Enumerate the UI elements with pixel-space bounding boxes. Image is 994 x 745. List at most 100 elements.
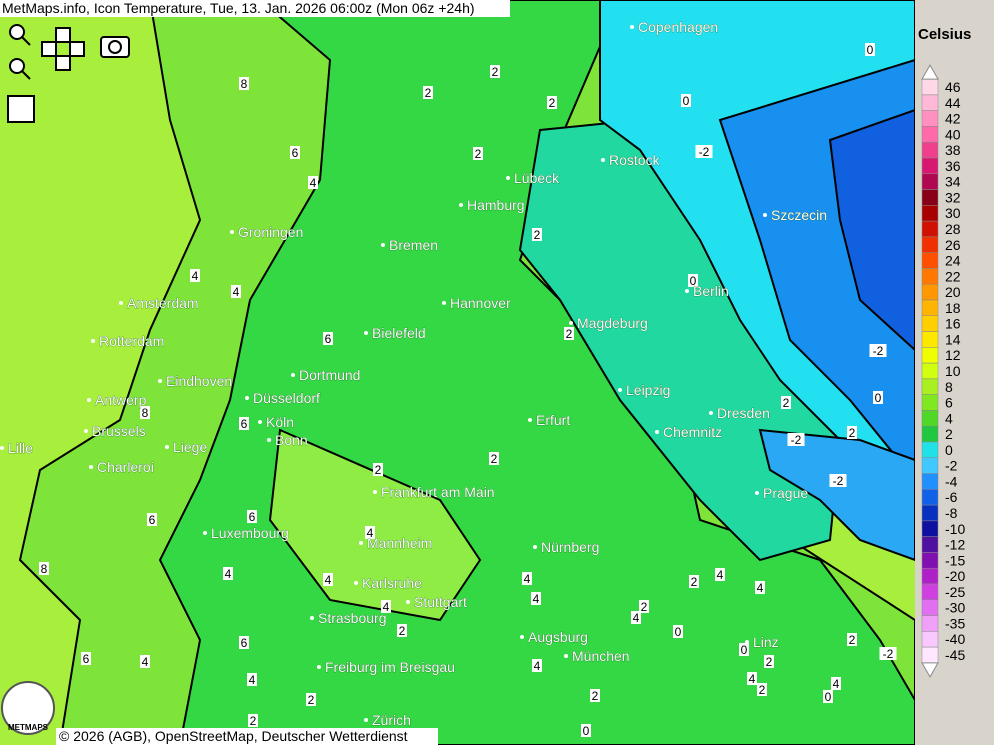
contour-label: -2: [873, 344, 884, 358]
contour-label-box: [473, 147, 483, 160]
city-dot: [520, 635, 524, 639]
city-label: Prague: [763, 485, 808, 501]
contour-label-box: [531, 592, 541, 605]
contour-label-box: [688, 274, 698, 287]
legend-swatch: [921, 157, 939, 175]
contour-label-box: [847, 633, 857, 646]
legend-label: 12: [945, 347, 961, 363]
contour-label: 0: [675, 625, 682, 639]
contour-label: 2: [849, 633, 856, 647]
legend-label: 0: [945, 442, 953, 458]
contour-label-box: [781, 396, 791, 409]
contour-label-box: [681, 94, 691, 107]
legend-swatch: [921, 126, 939, 143]
contour-label-box: [306, 693, 316, 706]
legend-label: 46: [945, 79, 961, 95]
legend-label: 42: [945, 111, 961, 127]
city-dot: [87, 398, 91, 402]
city-dot: [267, 438, 271, 442]
city-dot: [533, 545, 537, 549]
contour-label: 2: [425, 86, 432, 100]
contour-label: 0: [683, 94, 690, 108]
contour-label-box: [140, 655, 150, 668]
contour-label-box: [564, 327, 574, 340]
city-dot: [364, 718, 368, 722]
contour-label: -2: [791, 433, 802, 447]
contour-label: 8: [142, 406, 149, 420]
city-dot: [685, 289, 689, 293]
contour-label-box: [522, 572, 532, 585]
contour-label-box: [489, 452, 499, 465]
contour-label-box: [223, 567, 233, 580]
legend-swatch: [921, 331, 939, 348]
legend-label: -6: [945, 489, 958, 505]
contour-label-box: [829, 474, 847, 487]
legend-label: 28: [945, 221, 961, 237]
city-dot: [763, 213, 767, 217]
contour-label: 2: [475, 147, 482, 161]
city-dot: [569, 321, 573, 325]
contour-label: 0: [741, 643, 748, 657]
contour-label: 4: [717, 568, 724, 582]
contour-label-box: [865, 43, 875, 56]
contour-label-box: [787, 433, 805, 446]
legend-arrow-top: [921, 64, 939, 80]
legend-label: 24: [945, 253, 961, 269]
contour-label-box: [739, 643, 749, 656]
legend-label: 32: [945, 189, 961, 205]
city-label: Düsseldorf: [253, 390, 320, 406]
city-label: Freiburg im Breisgau: [325, 659, 455, 675]
legend-swatch: [921, 520, 939, 537]
legend-swatch: [921, 141, 939, 159]
city-label: Eindhoven: [166, 373, 232, 389]
contour-label: 4: [534, 659, 541, 673]
legend-label: 26: [945, 237, 961, 253]
city-label: Luxembourg: [211, 525, 289, 541]
legend-label: -35: [945, 615, 965, 631]
contour-label: 2: [592, 689, 599, 703]
city-label: Strasbourg: [318, 610, 386, 626]
contour-label-box: [490, 65, 500, 78]
contour-label-box: [247, 510, 257, 523]
legend-label: 2: [945, 426, 953, 442]
contour-label-box: [231, 285, 241, 298]
city-label: Karlsruhe: [362, 575, 422, 591]
legend-label: 20: [945, 284, 961, 300]
city-dot: [203, 531, 207, 535]
toolbar[interactable]: [7, 24, 130, 123]
city-label: Köln: [266, 414, 294, 430]
legend-swatch: [921, 205, 939, 222]
temp-zone: [828, 108, 916, 353]
city-dot: [291, 373, 295, 377]
city-dot: [91, 339, 95, 343]
city-label: Amsterdam: [127, 295, 199, 311]
contour-label: 4: [249, 673, 256, 687]
legend-label: -40: [945, 631, 965, 647]
legend-label: 44: [945, 95, 961, 111]
contour-label: 4: [142, 655, 149, 669]
contour-label-box: [323, 332, 333, 345]
contour-label-box: [81, 652, 91, 665]
city-label: Szczecin: [771, 207, 827, 223]
contour-label-box: [689, 575, 699, 588]
city-dot: [528, 418, 532, 422]
contour-label: -2: [699, 145, 710, 159]
city-dot: [119, 301, 123, 305]
city-label: Stuttgart: [414, 594, 467, 610]
legend-swatch: [921, 489, 939, 506]
legend-label: -30: [945, 600, 965, 616]
legend-swatch: [921, 394, 939, 411]
city-label: Dresden: [717, 405, 770, 421]
contour-label-box: [879, 647, 897, 660]
contour-label-box: [673, 625, 683, 638]
legend-label: -2: [945, 458, 958, 474]
legend-swatch: [921, 299, 939, 317]
contour-label: -2: [883, 647, 894, 661]
legend-swatch: [921, 283, 939, 301]
legend-swatch: [921, 599, 939, 616]
legend-swatch: [921, 362, 939, 380]
city-dot: [245, 396, 249, 400]
city-label: Rotterdam: [99, 333, 164, 349]
legend-swatch: [921, 441, 939, 459]
